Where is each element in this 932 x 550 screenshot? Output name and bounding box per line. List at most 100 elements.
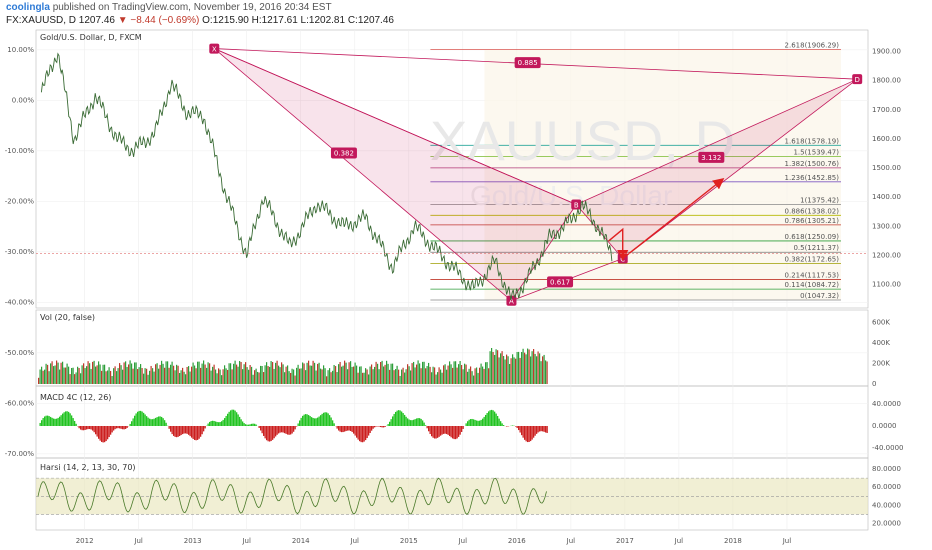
volume-bar — [98, 361, 100, 384]
macd-bar — [360, 426, 362, 443]
macd-bar — [498, 418, 500, 426]
macd-bar — [374, 426, 376, 428]
macd-bar — [42, 417, 44, 426]
volume-bar — [317, 363, 319, 384]
main-pane-title: Gold/U.S. Dollar, D, FXCM — [40, 33, 142, 42]
volume-bar — [78, 368, 80, 384]
volume-bar — [471, 371, 473, 384]
macd-bar — [78, 426, 80, 429]
volume-bar — [387, 363, 389, 384]
volume-bar — [390, 363, 392, 384]
macd-bar — [152, 419, 154, 426]
volume-bar — [165, 361, 167, 384]
fib-level-label: 0.382(1172.65) — [785, 256, 840, 264]
volume-bar — [161, 360, 163, 384]
macd-bar — [447, 426, 449, 435]
volume-bar — [477, 372, 479, 384]
volume-tick-label: 400K — [872, 339, 890, 347]
volume-bar — [44, 369, 46, 384]
volume-bar — [333, 364, 335, 384]
macd-bar — [380, 426, 382, 428]
macd-bar — [450, 426, 452, 438]
symbol-label: FX:XAUUSD, D — [6, 15, 77, 26]
volume-bar — [260, 365, 262, 384]
macd-bar — [123, 426, 125, 430]
macd-bar — [144, 414, 146, 426]
macd-bar — [354, 426, 356, 436]
macd-bar — [170, 426, 172, 432]
macd-bar — [378, 426, 380, 427]
volume-bar — [509, 363, 511, 384]
macd-bar — [56, 418, 58, 426]
volume-bar — [494, 354, 496, 384]
volume-bar — [384, 364, 386, 384]
macd-bar — [545, 426, 547, 433]
macd-bar — [224, 418, 226, 426]
y-right-tick-label: 1100.00 — [872, 281, 901, 289]
volume-bar — [468, 368, 470, 384]
volume-bar — [120, 365, 122, 384]
volume-tick-label: 0 — [872, 380, 876, 388]
volume-bar — [65, 367, 67, 384]
volume-bar — [434, 367, 436, 384]
y-right-tick-label: 1300.00 — [872, 222, 901, 230]
macd-bar — [423, 422, 425, 426]
y-left-tick-label: -70.00% — [5, 450, 35, 458]
volume-bar — [129, 360, 131, 384]
volume-bar — [104, 364, 106, 384]
fib-level-label: 1(1375.42) — [800, 196, 839, 204]
macd-bar — [540, 426, 542, 432]
volume-bar — [368, 374, 370, 384]
macd-bar — [113, 426, 115, 431]
volume-bar — [359, 366, 361, 384]
volume-bar — [123, 362, 125, 384]
macd-bar — [357, 426, 359, 440]
macd-bar — [315, 418, 317, 426]
volume-bar — [273, 368, 275, 384]
macd-bar — [101, 426, 103, 442]
macd-bar — [189, 426, 191, 437]
volume-bar — [231, 369, 233, 384]
macd-bar — [270, 426, 272, 442]
macd-bar — [356, 426, 358, 438]
macd-bar — [300, 417, 302, 426]
volume-bar — [378, 369, 380, 384]
volume-bar — [450, 364, 452, 384]
macd-bar — [320, 415, 322, 426]
volume-bar — [101, 370, 103, 384]
macd-bar — [477, 420, 479, 426]
price-change: ▼ −8.44 (−0.69%) — [117, 15, 200, 26]
macd-bar — [215, 421, 217, 426]
macd-bar — [542, 426, 544, 432]
pane-frame — [35, 29, 869, 309]
volume-bar — [179, 372, 181, 384]
macd-bar — [146, 416, 148, 426]
volume-bar — [366, 369, 368, 384]
macd-bar — [83, 426, 85, 431]
macd-bar — [89, 426, 91, 430]
macd-bar — [515, 426, 517, 427]
macd-bar — [95, 426, 97, 435]
volume-bar — [287, 365, 289, 384]
macd-bar — [446, 426, 448, 435]
x-tick-label: Jul — [133, 537, 143, 545]
macd-bar — [278, 426, 280, 434]
macd-bar — [122, 426, 124, 430]
macd-bar — [465, 423, 467, 426]
macd-bar — [468, 419, 470, 426]
volume-bar — [39, 369, 41, 384]
macd-bar — [429, 426, 431, 435]
pattern-point-label: X — [212, 46, 217, 54]
volume-bar — [501, 351, 503, 384]
volume-bar — [42, 370, 44, 384]
author-link[interactable]: coolingla — [6, 2, 50, 13]
volume-bar — [164, 367, 166, 384]
macd-bar — [182, 426, 184, 435]
fib-level-label: 0(1047.32) — [800, 292, 839, 300]
volume-bar — [309, 365, 311, 384]
macd-bar — [65, 411, 67, 426]
volume-bar — [444, 364, 446, 384]
macd-bar — [120, 426, 122, 429]
macd-bar — [75, 423, 77, 426]
